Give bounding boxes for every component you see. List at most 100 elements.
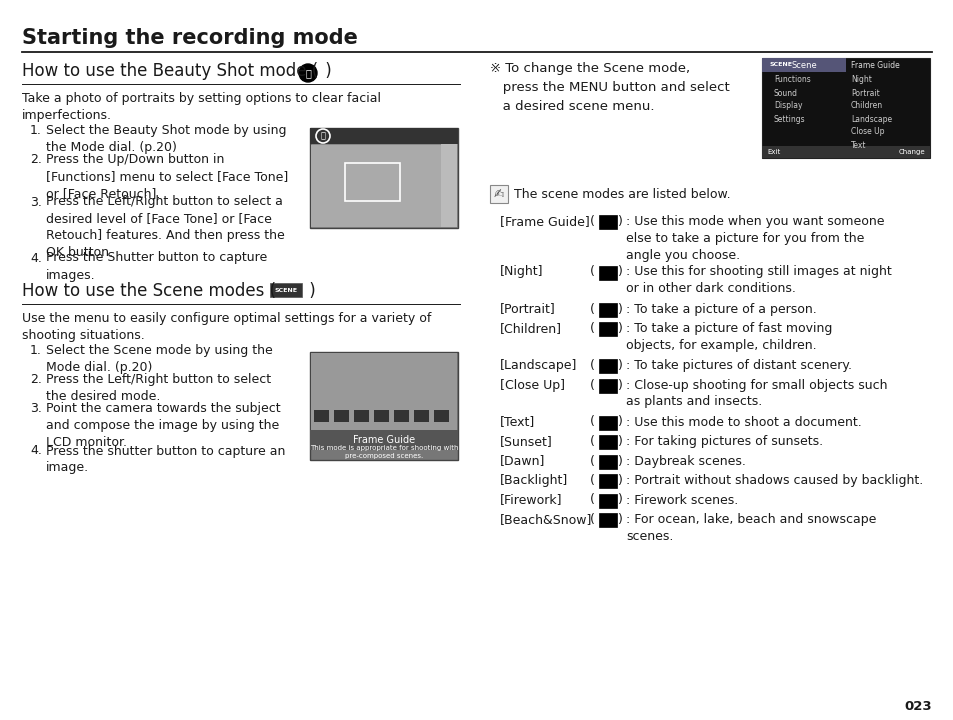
Bar bbox=[394, 410, 409, 422]
Text: : Daybreak scenes.: : Daybreak scenes. bbox=[625, 454, 745, 467]
Text: [Backlight]: [Backlight] bbox=[499, 474, 568, 487]
Bar bbox=[598, 435, 617, 449]
Bar bbox=[598, 474, 617, 488]
Text: Press the Up/Down button in
[Functions] menu to select [Face Tone]
or [Face Reto: Press the Up/Down button in [Functions] … bbox=[46, 153, 288, 200]
Text: (: ( bbox=[589, 359, 595, 372]
Bar bbox=[354, 410, 369, 422]
Bar bbox=[311, 353, 456, 431]
Text: How to use the Beauty Shot mode (: How to use the Beauty Shot mode ( bbox=[22, 62, 317, 80]
Text: : For ocean, lake, beach and snowscape
scenes.: : For ocean, lake, beach and snowscape s… bbox=[625, 513, 876, 543]
Bar bbox=[434, 410, 449, 422]
Text: (: ( bbox=[589, 302, 595, 315]
Bar bbox=[374, 410, 389, 422]
Text: Sound: Sound bbox=[773, 89, 797, 97]
Text: The scene modes are listed below.: The scene modes are listed below. bbox=[514, 188, 730, 201]
Text: [Text]: [Text] bbox=[499, 415, 535, 428]
Text: : To take a picture of fast moving
objects, for example, children.: : To take a picture of fast moving objec… bbox=[625, 322, 832, 352]
Text: Press the Shutter button to capture
images.: Press the Shutter button to capture imag… bbox=[46, 251, 267, 282]
Text: ): ) bbox=[618, 435, 622, 448]
Bar bbox=[761, 146, 929, 158]
Text: ): ) bbox=[618, 513, 622, 526]
Text: 2.: 2. bbox=[30, 153, 42, 166]
Text: Display: Display bbox=[773, 102, 801, 110]
Text: ※ To change the Scene mode,
   press the MENU button and select
   a desired sce: ※ To change the Scene mode, press the ME… bbox=[490, 62, 729, 113]
Text: ): ) bbox=[618, 379, 622, 392]
Text: : For taking pictures of sunsets.: : For taking pictures of sunsets. bbox=[625, 435, 822, 448]
Text: Press the shutter button to capture an
image.: Press the shutter button to capture an i… bbox=[46, 444, 285, 474]
Text: Starting the recording mode: Starting the recording mode bbox=[22, 28, 357, 48]
Text: ): ) bbox=[618, 322, 622, 335]
Text: ): ) bbox=[304, 282, 315, 300]
Text: SCENE: SCENE bbox=[769, 63, 792, 68]
Text: [Sunset]: [Sunset] bbox=[499, 435, 552, 448]
Text: ): ) bbox=[618, 474, 622, 487]
Bar bbox=[598, 513, 617, 527]
Bar bbox=[310, 128, 457, 228]
Text: Functions: Functions bbox=[773, 76, 810, 84]
Text: ): ) bbox=[618, 493, 622, 506]
Bar bbox=[310, 430, 457, 450]
Text: 4.: 4. bbox=[30, 251, 42, 264]
Text: This mode is appropriate for shooting with
pre-composed scenes.: This mode is appropriate for shooting wi… bbox=[310, 445, 457, 459]
Text: 023: 023 bbox=[903, 700, 931, 713]
Text: (: ( bbox=[589, 435, 595, 448]
Text: 2.: 2. bbox=[30, 373, 42, 386]
Text: [Firework]: [Firework] bbox=[499, 493, 562, 506]
Bar bbox=[761, 58, 845, 72]
Text: Settings: Settings bbox=[773, 114, 804, 124]
Text: Point the camera towards the subject
and compose the image by using the
LCD moni: Point the camera towards the subject and… bbox=[46, 402, 280, 449]
Text: (: ( bbox=[589, 415, 595, 428]
Text: (: ( bbox=[589, 493, 595, 506]
Bar bbox=[490, 185, 507, 203]
Bar bbox=[414, 410, 429, 422]
Text: Portrait: Portrait bbox=[850, 89, 879, 97]
Text: ): ) bbox=[618, 415, 622, 428]
Text: : To take a picture of a person.: : To take a picture of a person. bbox=[625, 302, 816, 315]
Bar bbox=[598, 379, 617, 392]
Bar bbox=[598, 454, 617, 469]
Text: : Close-up shooting for small objects such
as plants and insects.: : Close-up shooting for small objects su… bbox=[625, 379, 886, 408]
Text: ): ) bbox=[319, 62, 332, 80]
Text: (: ( bbox=[589, 513, 595, 526]
Text: [Frame Guide]: [Frame Guide] bbox=[499, 215, 589, 228]
Bar bbox=[761, 58, 929, 158]
Text: (: ( bbox=[589, 379, 595, 392]
Bar bbox=[345, 163, 399, 201]
Text: (: ( bbox=[589, 454, 595, 467]
Text: Close Up: Close Up bbox=[850, 127, 883, 137]
Text: [Night]: [Night] bbox=[499, 266, 543, 279]
Text: Ⓟ: Ⓟ bbox=[320, 132, 325, 140]
Bar bbox=[598, 322, 617, 336]
Circle shape bbox=[298, 64, 316, 82]
Text: (: ( bbox=[589, 322, 595, 335]
Text: : Use this mode when you want someone
else to take a picture for you from the
an: : Use this mode when you want someone el… bbox=[625, 215, 883, 262]
Bar bbox=[311, 145, 440, 227]
Text: ): ) bbox=[618, 266, 622, 279]
Text: Frame Guide: Frame Guide bbox=[353, 435, 415, 445]
Bar bbox=[334, 410, 349, 422]
Text: Take a photo of portraits by setting options to clear facial
imperfections.: Take a photo of portraits by setting opt… bbox=[22, 92, 380, 122]
Text: SCENE: SCENE bbox=[274, 287, 297, 292]
Text: Frame Guide: Frame Guide bbox=[850, 60, 899, 70]
Text: 4.: 4. bbox=[30, 444, 42, 457]
Text: [Dawn]: [Dawn] bbox=[499, 454, 545, 467]
Text: Landscape: Landscape bbox=[850, 114, 891, 124]
Text: (: ( bbox=[589, 266, 595, 279]
Text: : Firework scenes.: : Firework scenes. bbox=[625, 493, 738, 506]
Bar bbox=[314, 410, 329, 422]
Text: : Portrait without shadows caused by backlight.: : Portrait without shadows caused by bac… bbox=[625, 474, 923, 487]
Text: ): ) bbox=[618, 215, 622, 228]
Text: [Close Up]: [Close Up] bbox=[499, 379, 564, 392]
Text: : Use this for shooting still images at night
or in other dark conditions.: : Use this for shooting still images at … bbox=[625, 266, 891, 295]
Text: Scene: Scene bbox=[791, 60, 817, 70]
Bar bbox=[598, 415, 617, 430]
Text: [Children]: [Children] bbox=[499, 322, 561, 335]
Text: Select the Beauty Shot mode by using
the Mode dial. (p.20): Select the Beauty Shot mode by using the… bbox=[46, 124, 286, 154]
Bar bbox=[270, 283, 302, 297]
Text: Exit: Exit bbox=[766, 149, 780, 155]
Text: Text: Text bbox=[850, 140, 865, 150]
Text: Press the Left/Right button to select
the desired mode.: Press the Left/Right button to select th… bbox=[46, 373, 271, 403]
Text: Select the Scene mode by using the
Mode dial. (p.20): Select the Scene mode by using the Mode … bbox=[46, 344, 273, 374]
Text: [Portrait]: [Portrait] bbox=[499, 302, 556, 315]
Text: 3.: 3. bbox=[30, 402, 42, 415]
